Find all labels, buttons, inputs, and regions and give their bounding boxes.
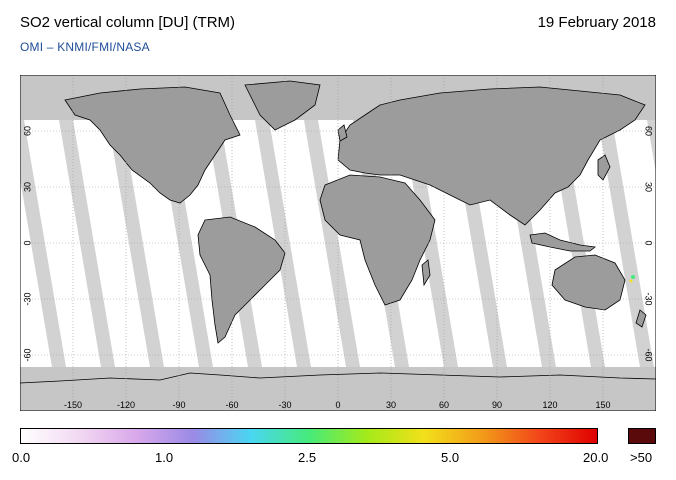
lat-tick-left: 0: [22, 240, 32, 245]
africa: [319, 174, 436, 306]
greenland: [244, 80, 321, 131]
lat-tick-left: 30: [22, 182, 32, 192]
lon-tick-bottom: 120: [542, 400, 557, 410]
swath-gap-1: [59, 120, 115, 367]
lon-tick-bottom: 60: [439, 400, 449, 410]
australia: [551, 254, 626, 311]
lon-tick-bottom: 150: [595, 400, 610, 410]
so2-world-map: -150-150-120-120-90-90-60-60-30-30003030…: [20, 75, 656, 411]
colorbar-label-0: 0.0: [12, 450, 31, 465]
lat-tick-right: 30: [644, 182, 654, 192]
colorbar-label-5: >50: [630, 450, 653, 465]
lat-tick-right: 0: [644, 240, 654, 245]
british-isles: [337, 124, 348, 142]
map-date: 19 February 2018: [537, 14, 656, 31]
so2-detection-vanuatu-high: [629, 279, 633, 283]
lon-tick-bottom: -30: [278, 400, 291, 410]
lat-tick-left: -60: [22, 348, 32, 361]
lon-tick-bottom: -120: [117, 400, 135, 410]
data-source-credit: OMI – KNMI/FMI/NASA: [20, 40, 150, 54]
madagascar: [421, 259, 431, 287]
lat-tick-right: 60: [644, 126, 654, 136]
eurasia: [337, 86, 646, 226]
lat-tick-right: -60: [644, 348, 654, 361]
map-tick-labels: -150-150-120-120-90-90-60-60-30-30003030…: [22, 126, 654, 410]
colorbar: [20, 428, 598, 444]
lon-tick-bottom: 90: [492, 400, 502, 410]
colorbar-label-4: 20.0: [583, 450, 609, 465]
north-america: [64, 86, 241, 204]
lon-tick-bottom: 0: [335, 400, 340, 410]
lat-tick-right: -30: [644, 292, 654, 305]
graticule: [20, 75, 656, 411]
maritime-southeast-asia: [529, 232, 596, 252]
swath-gap-2: [108, 120, 164, 367]
swath-gap-5: [255, 120, 311, 367]
swath-gap-0: [20, 120, 66, 367]
colorbar-gradient: [21, 429, 597, 443]
swath-gap-6: [304, 120, 360, 367]
japan: [597, 154, 611, 181]
lon-tick-bottom: 30: [386, 400, 396, 410]
south-america: [197, 216, 286, 344]
swath-gap-8: [402, 120, 458, 367]
map-title: SO2 vertical column [DU] (TRM): [20, 14, 236, 31]
lat-tick-left: -30: [22, 292, 32, 305]
colorbar-label-3: 5.0: [441, 450, 460, 465]
colorbar-overflow-swatch: [628, 428, 656, 444]
lon-tick-bottom: -90: [172, 400, 185, 410]
lat-tick-left: 60: [22, 126, 32, 136]
swath-gap-12: [598, 120, 654, 367]
landmasses: [20, 80, 656, 384]
lon-tick-bottom: -150: [64, 400, 82, 410]
so2-detection-vanuatu: [631, 275, 635, 279]
lon-tick-bottom: -60: [225, 400, 238, 410]
colorbar-label-1: 1.0: [155, 450, 174, 465]
swath-gap-13: [647, 120, 656, 173]
colorbar-label-2: 2.5: [298, 450, 317, 465]
new-zealand: [635, 309, 647, 328]
